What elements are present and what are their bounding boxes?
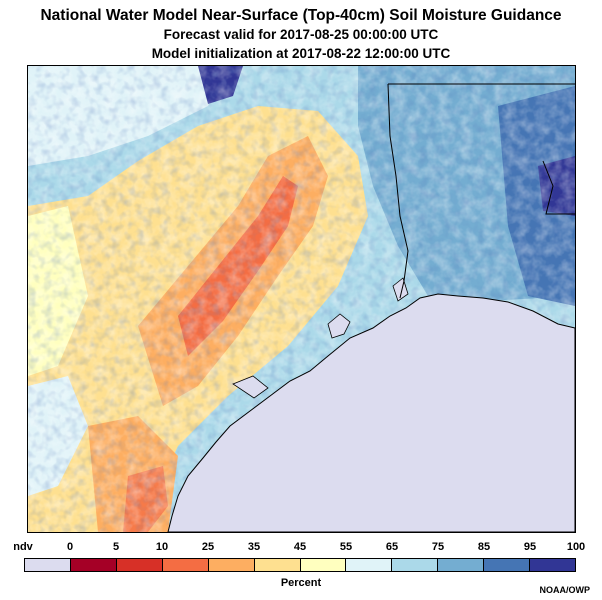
colorbar-bin — [162, 559, 209, 571]
colorbar-tick-label: 25 — [201, 541, 215, 553]
colorbar-tick-label: 0 — [66, 541, 74, 553]
colorbar-tick-label: 75 — [431, 541, 445, 553]
colorbar-tick-label: 35 — [247, 541, 261, 553]
colorbar-tick-label: 10 — [155, 541, 169, 553]
colorbar-bin — [530, 559, 576, 571]
colorbar-tick-label: 5 — [112, 541, 120, 553]
title-block: National Water Model Near-Surface (Top-4… — [0, 6, 602, 63]
colorbar-bin — [392, 559, 439, 571]
colorbar-tick-label: 55 — [339, 541, 353, 553]
colorbar-tick-label: 85 — [477, 541, 491, 553]
colorbar-bin — [484, 559, 531, 571]
colorbar-tick-label: 45 — [293, 541, 307, 553]
map-canvas — [28, 66, 575, 532]
forecast-valid-time: Forecast valid for 2017-08-25 00:00:00 U… — [163, 27, 439, 42]
colorbar-bin — [254, 559, 301, 571]
colorbar-bin — [25, 559, 71, 571]
colorbar — [24, 558, 576, 572]
colorbar-bin — [70, 559, 117, 571]
gulf-of-mexico — [167, 293, 575, 532]
colorbar-tick-label: ndv — [13, 541, 33, 553]
arkansas-louisiana-border — [542, 160, 575, 215]
colorbar-axis-title: Percent — [280, 577, 322, 589]
colorbar-tick-label: 95 — [523, 541, 537, 553]
agency-credit: NOAA/OWP — [539, 585, 591, 595]
colorbar-bin — [346, 559, 393, 571]
colorbar-tick-labels: ndv 0 5 10 25 35 45 55 65 75 85 95 100 — [0, 541, 602, 557]
colorbar-bin — [300, 559, 347, 571]
galveston-bay — [327, 313, 351, 339]
soil-moisture-map — [27, 65, 576, 533]
colorbar-bin — [438, 559, 485, 571]
colorbar-tick-label: 65 — [385, 541, 399, 553]
texas-louisiana-border — [387, 83, 575, 299]
colorbar-bin — [208, 559, 255, 571]
colorbar-tick-label: 100 — [566, 541, 586, 553]
matagorda-bay — [232, 375, 269, 399]
sabine-lake — [392, 277, 409, 302]
map-title: National Water Model Near-Surface (Top-4… — [40, 7, 562, 24]
colorbar-bin — [116, 559, 163, 571]
model-init-time: Model initialization at 2017-08-22 12:00… — [151, 46, 451, 61]
